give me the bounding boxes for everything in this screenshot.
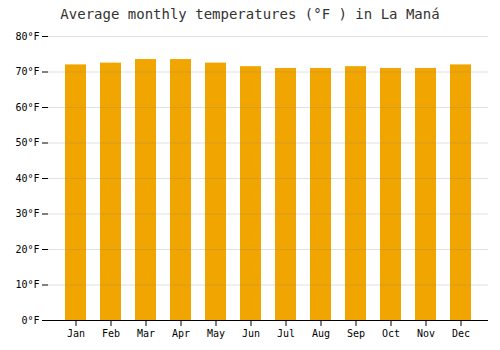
svg-text:0°F: 0°F <box>21 315 39 326</box>
svg-text:50°F: 50°F <box>15 137 39 148</box>
svg-text:20°F: 20°F <box>15 244 39 255</box>
svg-text:Sep: Sep <box>347 328 365 339</box>
svg-text:Jan: Jan <box>67 328 85 339</box>
svg-text:Aug: Aug <box>312 328 330 339</box>
svg-text:Dec: Dec <box>452 328 470 339</box>
svg-text:Jun: Jun <box>242 328 260 339</box>
svg-text:10°F: 10°F <box>15 279 39 290</box>
svg-text:Jul: Jul <box>277 328 295 339</box>
svg-text:80°F: 80°F <box>15 31 39 42</box>
svg-text:Mar: Mar <box>137 328 155 339</box>
svg-text:Nov: Nov <box>417 328 435 339</box>
svg-text:May: May <box>207 328 225 339</box>
svg-text:Apr: Apr <box>172 328 190 339</box>
svg-text:Oct: Oct <box>382 328 400 339</box>
html-text:Average monthly temperatures (: Average monthly temperatures (°F ) in La… <box>60 6 440 22</box>
svg-text:40°F: 40°F <box>15 173 39 184</box>
svg-text:60°F: 60°F <box>15 102 39 113</box>
svg-text:70°F: 70°F <box>15 66 39 77</box>
svg-text:Feb: Feb <box>102 328 120 339</box>
svg-text:30°F: 30°F <box>15 208 39 219</box>
